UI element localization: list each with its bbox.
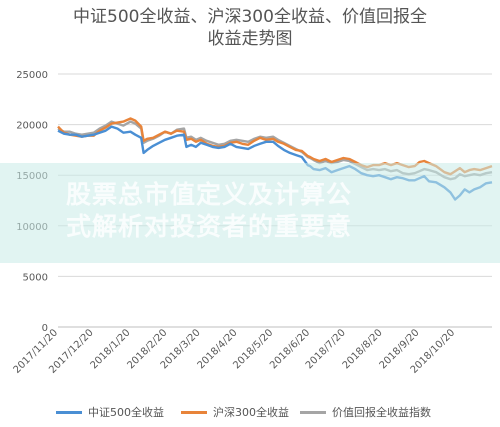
- series-line-csi300: [57, 117, 493, 176]
- legend-swatch-value-return: [300, 410, 326, 414]
- watermark-line-2: 式解析对投资者的重要意: [66, 212, 353, 241]
- legend-label-csi300: 沪深300全收益: [213, 406, 289, 419]
- y-tick-label: 5000: [23, 272, 48, 283]
- y-tick-label: 25000: [16, 70, 48, 81]
- watermark-line-1: 股票总市值定义及计算公: [66, 180, 353, 209]
- chart-title-line-1: 中证500全收益、沪深300全收益、价值回报全: [73, 7, 427, 27]
- y-tick-label: 0: [42, 323, 48, 334]
- legend-label-csi500: 中证500全收益: [88, 406, 164, 419]
- legend-swatch-csi300: [181, 410, 207, 414]
- legend-swatch-csi500: [56, 410, 82, 414]
- legend-label-value-return: 价值回报全收益指数: [332, 406, 431, 419]
- watermark-banner: 股票总市值定义及计算公 式解析对投资者的重要意: [0, 163, 500, 263]
- y-tick-label: 20000: [16, 121, 48, 132]
- chart-title: 中证500全收益、沪深300全收益、价值回报全 收益走势图: [0, 6, 500, 50]
- legend-item-value-return: 价值回报全收益指数: [300, 404, 431, 420]
- chart-title-line-2: 收益走势图: [207, 29, 293, 49]
- legend-item-csi300: 沪深300全收益: [181, 404, 289, 420]
- legend-item-csi500: 中证500全收益: [56, 404, 164, 420]
